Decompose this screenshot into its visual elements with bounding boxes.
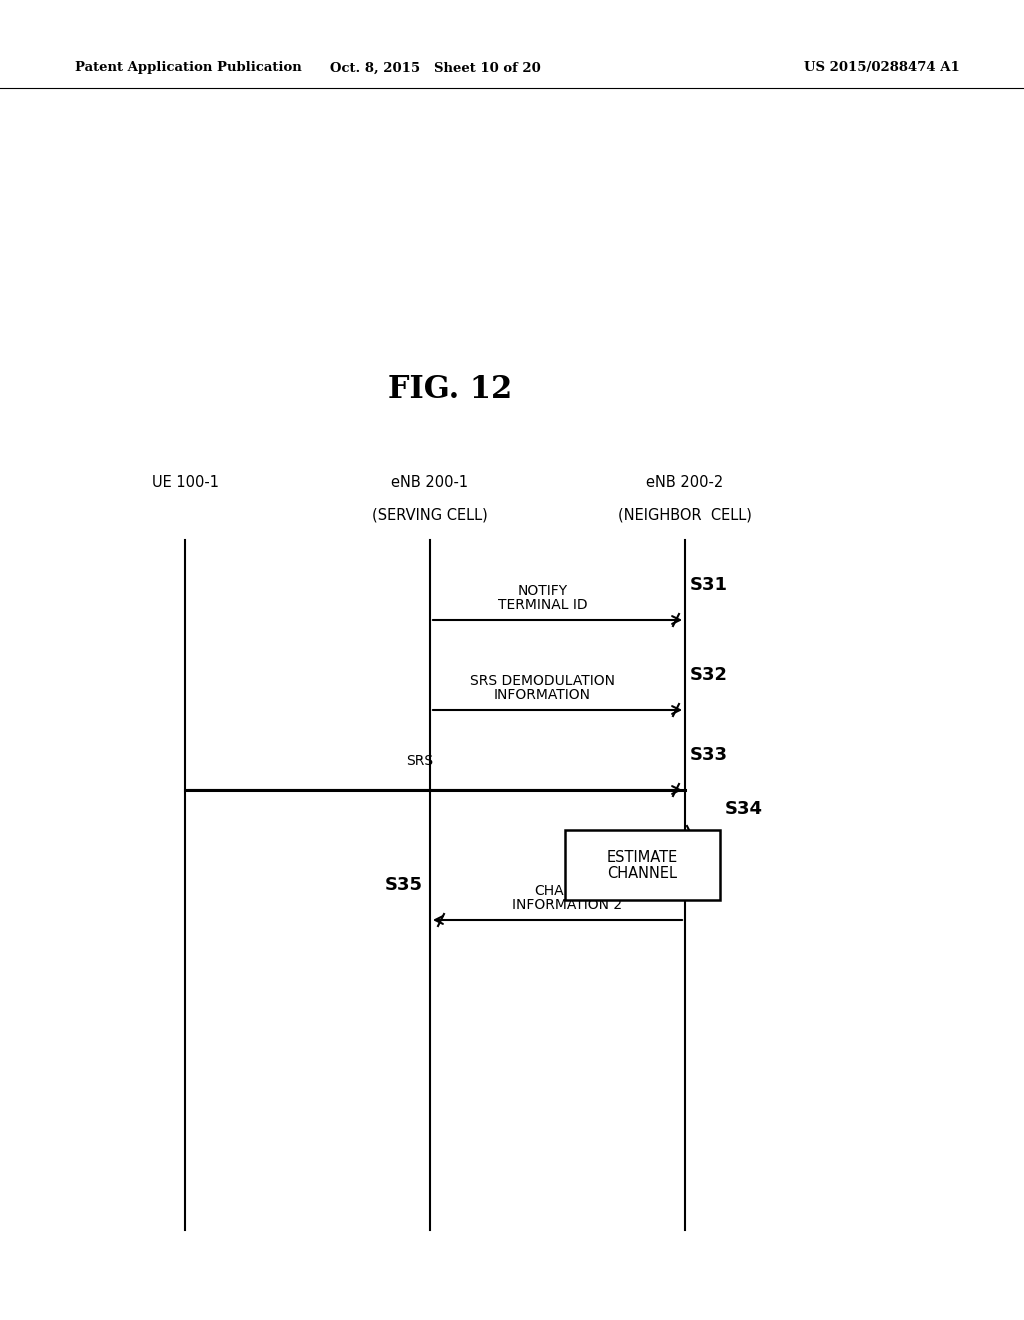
Text: (NEIGHBOR  CELL): (NEIGHBOR CELL) (618, 508, 752, 523)
Text: TERMINAL ID: TERMINAL ID (498, 598, 588, 612)
Text: (SERVING CELL): (SERVING CELL) (372, 508, 487, 523)
Text: S35: S35 (385, 876, 423, 894)
Text: INFORMATION: INFORMATION (494, 688, 591, 702)
Text: SRS DEMODULATION: SRS DEMODULATION (470, 675, 615, 688)
Text: FIG. 12: FIG. 12 (388, 375, 513, 405)
Text: S31: S31 (690, 576, 728, 594)
Text: S34: S34 (725, 800, 763, 818)
Text: NOTIFY: NOTIFY (517, 583, 567, 598)
Text: eNB 200-1: eNB 200-1 (391, 475, 469, 490)
Bar (565, 830, 720, 900)
Text: eNB 200-2: eNB 200-2 (646, 475, 724, 490)
Text: UE 100-1: UE 100-1 (152, 475, 218, 490)
Text: Patent Application Publication: Patent Application Publication (75, 62, 302, 74)
Text: CHANNEL: CHANNEL (535, 884, 601, 898)
Text: Oct. 8, 2015   Sheet 10 of 20: Oct. 8, 2015 Sheet 10 of 20 (330, 62, 541, 74)
Text: S32: S32 (690, 667, 728, 684)
Text: CHANNEL: CHANNEL (607, 866, 678, 880)
Text: INFORMATION 2: INFORMATION 2 (512, 898, 623, 912)
Text: S33: S33 (690, 746, 728, 764)
Text: US 2015/0288474 A1: US 2015/0288474 A1 (804, 62, 961, 74)
Text: ESTIMATE: ESTIMATE (607, 850, 678, 865)
Text: SRS: SRS (407, 754, 433, 768)
